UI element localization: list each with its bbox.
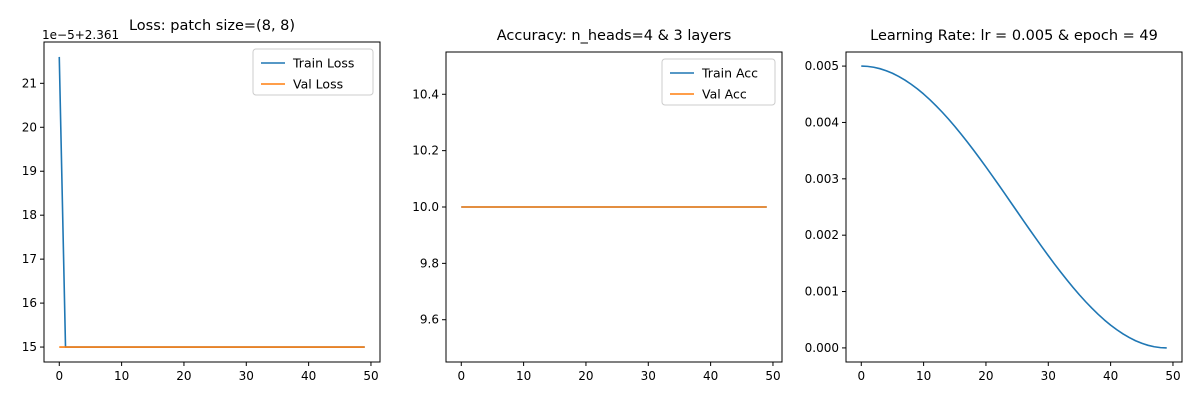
legend-label: Val Loss	[293, 77, 343, 92]
legend: Train Loss Val Loss	[252, 48, 374, 96]
y-tick-label: 0.001	[805, 285, 839, 299]
x-tick-label: 0	[857, 369, 865, 383]
plot-frame	[845, 51, 1183, 363]
legend-label: Train Acc	[701, 66, 758, 81]
legend: Train Acc Val Acc	[661, 58, 776, 106]
y-tick-label: 0.000	[805, 341, 839, 355]
legend-label: Train Loss	[292, 56, 354, 71]
legend-label: Val Acc	[702, 87, 747, 102]
y-tick-label: 9.6	[420, 313, 439, 327]
y-tick-label: 18	[22, 208, 37, 222]
y-tick-label: 0.002	[805, 228, 839, 242]
chart-panel-2: 0 10 20 30 40 50 9.6 9.8 10.0 10.2 10.4 Accuracy: n…	[412, 28, 783, 383]
x-tick-label: 10	[516, 369, 531, 383]
y-tick-label: 17	[22, 252, 37, 266]
x-tick-label: 20	[176, 369, 191, 383]
y-tick-label: 9.8	[420, 256, 439, 270]
y-tick-label: 21	[22, 76, 37, 90]
chart-panel-1: 0 10 20 30 40 50 15 16 17 18 19 20 21 Loss: patch siz…	[22, 18, 381, 383]
x-tick-label: 20	[578, 369, 593, 383]
x-tick-label: 30	[239, 369, 254, 383]
y-tick-label: 10.4	[412, 87, 439, 101]
x-tick-label: 20	[978, 369, 993, 383]
x-tick-label: 40	[703, 369, 718, 383]
y-tick-label: 0.005	[805, 59, 839, 73]
x-tick-label: 50	[363, 369, 378, 383]
chart-title: Accuracy: n_heads=4 & 3 layers	[497, 28, 732, 44]
y-tick-label: 19	[22, 164, 37, 178]
axis-offset-text: 1e−5+2.361	[42, 28, 119, 42]
x-tick-label: 50	[1165, 369, 1180, 383]
x-tick-label: 50	[765, 369, 780, 383]
x-tick-label: 40	[301, 369, 316, 383]
y-tick-label: 20	[22, 120, 37, 134]
y-tick-label: 15	[22, 340, 37, 354]
x-tick-label: 40	[1103, 369, 1118, 383]
plot-frame	[43, 41, 381, 363]
x-tick-label: 30	[1041, 369, 1056, 383]
chart-title: Loss: patch size=(8, 8)	[129, 18, 295, 34]
y-tick-label: 10.2	[412, 144, 439, 158]
x-tick-label: 0	[55, 369, 63, 383]
x-tick-label: 30	[641, 369, 656, 383]
x-tick-label: 10	[114, 369, 129, 383]
series-line-1	[861, 65, 1167, 349]
y-tick-label: 10.0	[412, 200, 439, 214]
x-tick-label: 10	[916, 369, 931, 383]
x-tick-label: 0	[457, 369, 465, 383]
y-tick-label: 0.003	[805, 172, 839, 186]
series-line-1	[58, 56, 365, 348]
chart-title: Learning Rate: lr = 0.005 & epoch = 49	[870, 28, 1158, 44]
y-tick-label: 0.004	[805, 115, 839, 129]
chart-panel-3: 0 10 20 30 40 50 0.000 0.001 0.002 0.003 0.004 0.00…	[805, 28, 1183, 383]
y-tick-label: 16	[22, 296, 37, 310]
